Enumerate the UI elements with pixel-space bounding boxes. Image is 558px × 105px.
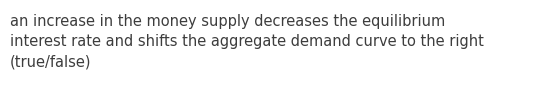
- Text: an increase in the money supply decreases the equilibrium
interest rate and shif: an increase in the money supply decrease…: [10, 14, 484, 70]
